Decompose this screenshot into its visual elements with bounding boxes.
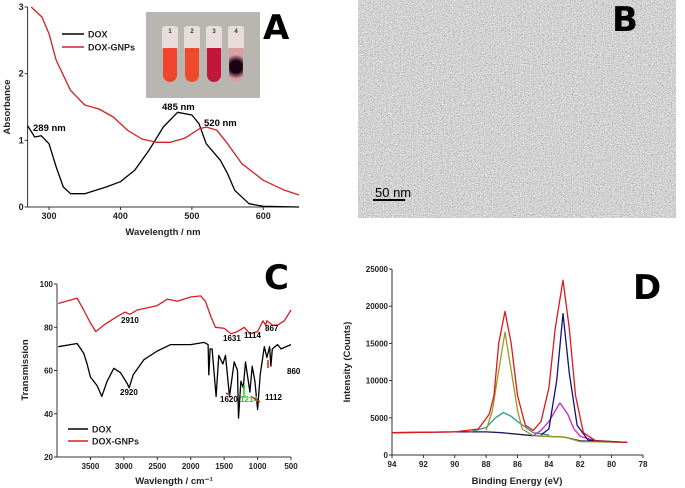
peak-annotation: 2910 (121, 316, 139, 325)
peak-annotation: 520 nm (204, 118, 237, 129)
legend-label: DOX (88, 30, 108, 40)
y-tick-label: 40 (44, 410, 53, 419)
x-tick-label: 2500 (148, 462, 166, 471)
series-line-2 (485, 331, 628, 444)
y-tick-label: 60 (44, 367, 53, 376)
y-tick-label: 10000 (366, 377, 389, 386)
x-tick-label: 94 (388, 460, 397, 469)
peak-annotation: 1214 (240, 395, 258, 404)
y-axis-label: Absorbance (2, 80, 13, 135)
peak-annotation: 867 (265, 324, 279, 333)
x-tick-label: 3500 (82, 462, 100, 471)
scale-bar-label: 50 nm (375, 185, 411, 200)
peak-annotation: 2920 (120, 388, 138, 397)
x-tick-label: 300 (42, 211, 57, 221)
x-tick-label: 3000 (115, 462, 133, 471)
peak-annotation: 1114 (244, 331, 261, 340)
x-axis-label: Wavlength / cm⁻¹ (135, 476, 213, 487)
x-tick-label: 500 (184, 211, 199, 221)
vial-3: 3 (206, 26, 222, 82)
tem-image: 50 nm (358, 0, 676, 218)
series-line-dox-gnps (58, 295, 292, 335)
series-line-3 (532, 402, 597, 442)
vial-photo-inset: 1 2 3 4 (146, 12, 260, 98)
chart-D: 94 92 90 88 86 84 82 80 78 0 5000 10000 15000 20000 25… (342, 265, 648, 487)
series-line-dox (58, 341, 292, 419)
vial-label: 1 (168, 29, 172, 35)
peak-annotation: 289 nm (33, 123, 66, 134)
chart-A: 300 400 500 600 0 1 2 3 Wavelength / nm Absorbanc… (2, 2, 300, 238)
arrow-marker (251, 396, 261, 403)
tem-texture (358, 0, 676, 218)
legend-label: DOX-GNPs (92, 437, 139, 447)
x-tick-label: 2000 (182, 462, 200, 471)
legend-label: DOX-GNPs (88, 43, 135, 53)
x-axis-label: Binding Energy (eV) (472, 476, 563, 487)
y-tick-label: 1 (19, 135, 24, 145)
vial-label: 4 (234, 29, 238, 35)
peak-annotation: 1631 (223, 334, 241, 343)
y-tick-label: 15000 (366, 339, 389, 348)
y-tick-label: 80 (44, 323, 53, 332)
x-tick-label: 500 (284, 462, 298, 471)
panel-label-b: B (612, 0, 638, 40)
x-tick-label: 88 (482, 460, 491, 469)
y-tick-label: 25000 (366, 265, 389, 274)
x-tick-label: 82 (576, 460, 585, 469)
y-tick-label: 20 (44, 453, 53, 462)
y-tick-label: 5000 (370, 414, 388, 423)
x-tick-label: 84 (544, 460, 553, 469)
y-axis-label: Transmission (20, 339, 31, 400)
y-tick-label: 100 (40, 280, 54, 289)
arrow-marker (225, 392, 231, 396)
y-tick-label: 20000 (366, 302, 389, 311)
x-tick-label: 1500 (215, 462, 233, 471)
peak-annotation: 860 (287, 367, 301, 376)
series-line-4 (540, 312, 628, 444)
chart-C: 3500 3000 2500 2000 1500 1000 500 20 40 60 80 100 Wa… (20, 280, 301, 487)
vial-1: 1 (162, 26, 178, 82)
x-tick-label: 78 (639, 460, 648, 469)
x-tick-label: 92 (419, 460, 428, 469)
panel-label-a: A (263, 8, 290, 48)
vial-4: 4 (228, 26, 244, 82)
series-line-dox (27, 111, 300, 208)
legend-label: DOX (92, 425, 112, 435)
x-tick-label: 90 (450, 460, 459, 469)
vial-label: 2 (190, 29, 194, 35)
y-tick-label: 0 (384, 451, 389, 460)
panel-label-d: D (633, 268, 662, 308)
x-tick-label: 400 (113, 211, 128, 221)
x-tick-label: 86 (513, 460, 522, 469)
x-tick-label: 1000 (249, 462, 267, 471)
y-tick-label: 2 (19, 69, 24, 79)
series-line-5 (391, 279, 628, 444)
vial-label: 3 (212, 29, 216, 35)
panel-label-c: C (264, 258, 289, 298)
y-axis-label: Intensity (Counts) (342, 322, 353, 403)
peak-annotation: 485 nm (162, 102, 195, 113)
peak-annotation: 1620 (220, 395, 238, 404)
x-tick-label: 600 (256, 211, 271, 221)
y-tick-label: 0 (19, 202, 24, 212)
x-tick-label: 80 (607, 460, 616, 469)
series-line-dox-gnps (30, 6, 300, 196)
vial-2: 2 (184, 26, 200, 82)
x-axis-label: Wavelength / nm (125, 227, 200, 238)
peak-annotation: 1112 (265, 393, 282, 402)
y-tick-label: 3 (19, 2, 24, 12)
